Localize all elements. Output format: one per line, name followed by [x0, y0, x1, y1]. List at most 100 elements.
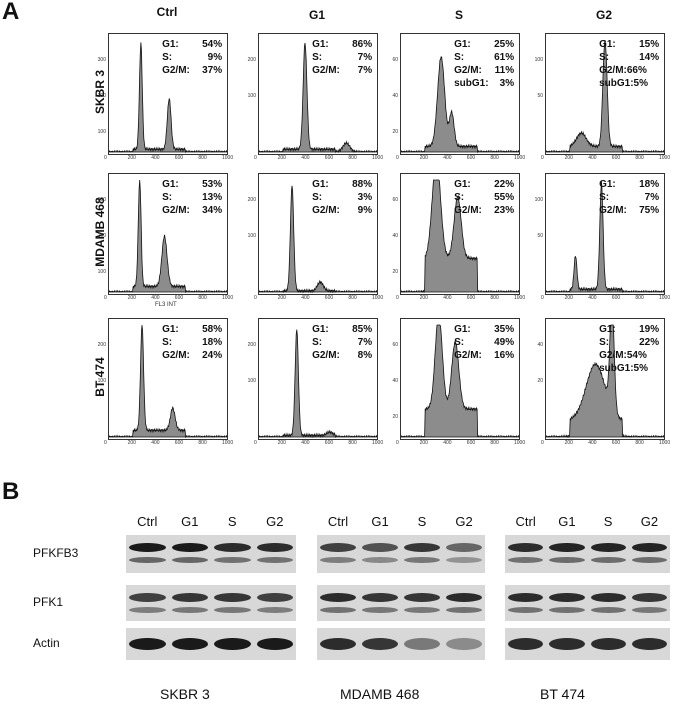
x-tick-label: 200 — [127, 440, 136, 446]
x-tick-label: 600 — [174, 440, 184, 446]
blot-band — [320, 543, 356, 552]
stat-value: 19% — [639, 324, 660, 335]
x-tick-label: 0 — [541, 295, 544, 301]
blot-band — [631, 638, 667, 650]
stat-label: S: — [454, 192, 465, 203]
stat-row: G1: 85% — [312, 323, 372, 336]
y-tick-label: 40 — [392, 378, 398, 384]
stat-row: G2/M:54% — [599, 349, 659, 362]
x-tick-label: 600 — [174, 295, 184, 301]
protein-label: PFK1 — [33, 595, 64, 609]
stat-value — [635, 64, 659, 77]
histogram-area — [109, 325, 227, 439]
x-tick-label: 600 — [611, 440, 621, 446]
stat-label: S: — [599, 52, 610, 63]
histogram-plot: G1: 86% S: 7% G2/M: 7% — [258, 33, 378, 155]
blot-band — [631, 593, 667, 602]
histogram-area — [401, 56, 519, 154]
stat-label: G1: — [312, 324, 329, 335]
blot-band — [404, 543, 440, 552]
blot-band — [590, 607, 626, 613]
panel-letter-b: B — [2, 478, 20, 505]
stat-label: G2/M: — [162, 205, 190, 216]
cell-line-label: SKBR 3 — [160, 686, 210, 702]
stat-row: G1: 86% — [312, 38, 372, 51]
stat-value: 7% — [357, 65, 373, 76]
blot-band — [404, 638, 440, 650]
blot-band — [214, 607, 251, 613]
stat-row: G2/M: 9% — [312, 204, 372, 217]
blot-band — [446, 607, 482, 613]
blot-band — [446, 593, 482, 602]
blot-band — [508, 593, 544, 602]
x-tick-label: 600 — [466, 440, 476, 446]
stat-value: 54% — [202, 39, 223, 50]
y-tick-label: 40 — [537, 342, 543, 348]
x-tick-label: 800 — [490, 155, 499, 161]
cell-line-label: BT 474 — [540, 686, 585, 702]
column-header-2: S — [454, 8, 463, 22]
stat-row: G2/M: 75% — [599, 204, 659, 217]
x-tick-label: 0 — [396, 155, 399, 161]
histogram-area — [259, 329, 377, 439]
blot-band — [129, 543, 166, 552]
plot-stats: G1: 54% S: 9% G2/M: 37% — [162, 38, 222, 77]
blot-strip — [317, 535, 485, 573]
x-tick-label: 400 — [443, 295, 452, 301]
y-tick-label: 100 — [247, 93, 256, 99]
stat-value: 23% — [494, 205, 515, 216]
stat-value: 34% — [202, 205, 223, 216]
stat-value: 16% — [494, 350, 515, 361]
stat-value: 25% — [494, 39, 515, 50]
stat-label: G2/M: — [599, 205, 627, 216]
blot-band — [214, 543, 251, 552]
x-tick-label: 400 — [588, 155, 597, 161]
stat-value: 58% — [202, 324, 223, 335]
protein-label: PFKFB3 — [33, 546, 79, 560]
stat-row: G1: 53% — [162, 178, 222, 191]
stat-value: 22% — [639, 337, 660, 348]
histogram-area — [109, 179, 227, 294]
blot-band — [256, 543, 293, 552]
stat-value: 55% — [494, 192, 515, 203]
blot-band — [362, 638, 398, 650]
stat-value: 13% — [202, 192, 223, 203]
x-tick-label: 400 — [301, 295, 310, 301]
y-tick-label: 300 — [97, 197, 106, 203]
x-tick-label: 0 — [541, 440, 544, 446]
stat-label: S: — [312, 192, 323, 203]
stat-row: S: 7% — [599, 191, 659, 204]
x-tick-label: 600 — [324, 440, 334, 446]
blot-band — [404, 607, 440, 613]
stat-label: S: — [599, 337, 610, 348]
histogram-plot: G1: 54% S: 9% G2/M: 37% — [108, 33, 228, 155]
stat-label: S: — [312, 52, 323, 63]
histogram-plot: G1: 25% S: 61% G2/M: 11% subG1: 3% — [400, 33, 520, 155]
stat-row: G2/M: 34% — [162, 204, 222, 217]
x-tick-label: 400 — [588, 295, 597, 301]
x-tick-label: 600 — [324, 155, 334, 161]
plot-stats: G1: 35% S: 49% G2/M: 16% — [454, 323, 514, 362]
stat-value: 9% — [357, 205, 373, 216]
stat-value: 53% — [202, 179, 223, 190]
y-tick-label: 100 — [97, 378, 106, 384]
lane-header: G1 — [371, 514, 389, 529]
x-tick-label: 0 — [104, 440, 107, 446]
plot-stats: G1: 18% S: 7% G2/M: 75% — [599, 178, 659, 217]
x-tick-label: 1000 — [514, 155, 526, 161]
x-tick-label: 0 — [254, 155, 257, 161]
row-header-2: BT 474 — [93, 357, 107, 397]
x-tick-label: 800 — [490, 440, 499, 446]
stat-label: G1: — [454, 179, 471, 190]
histogram-svg — [546, 324, 664, 439]
x-tick-label: 400 — [301, 155, 310, 161]
x-tick-label: 1000 — [372, 155, 384, 161]
stat-label: G1: — [162, 179, 179, 190]
stat-value: 9% — [207, 52, 223, 63]
lane-header: S — [603, 514, 613, 529]
stat-label: G2/M: — [162, 65, 190, 76]
stat-label: G2/M: — [312, 350, 340, 361]
lane-header: Ctrl — [515, 514, 536, 529]
blot-band — [404, 557, 440, 563]
stat-value: 24% — [202, 350, 223, 361]
